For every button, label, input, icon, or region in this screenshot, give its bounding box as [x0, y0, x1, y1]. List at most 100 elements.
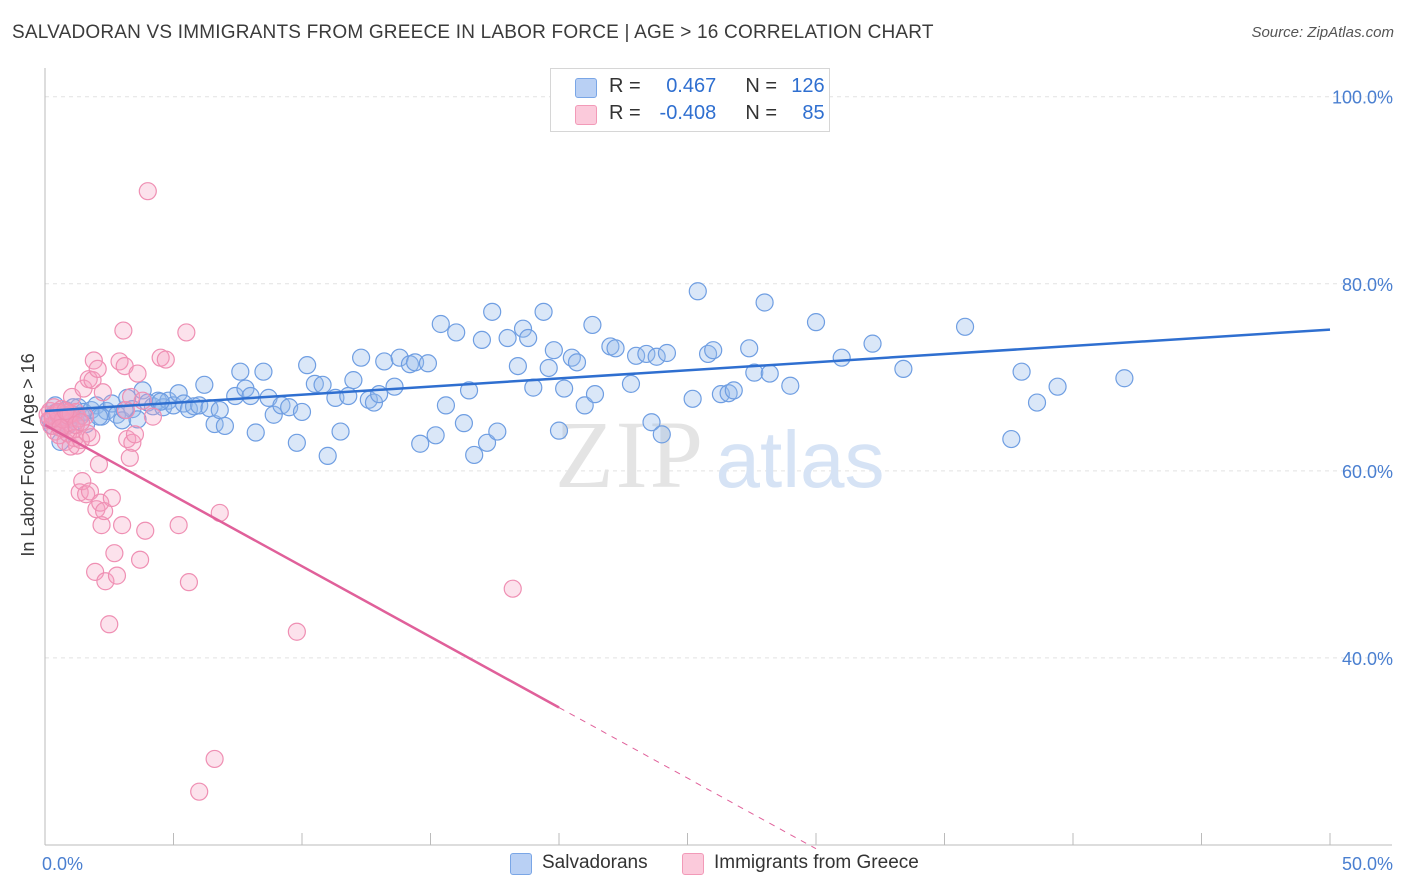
point-salvadoran	[519, 328, 538, 348]
point-greece	[138, 182, 157, 201]
point-salvadoran	[298, 356, 317, 375]
point-greece	[136, 521, 155, 540]
point-greece	[503, 579, 522, 598]
point-salvadoran	[683, 389, 702, 408]
point-salvadoran	[621, 374, 641, 393]
point-salvadoran	[498, 328, 517, 348]
point-salvadoran	[606, 339, 625, 358]
series-label-salvadorans: Salvadorans	[542, 852, 648, 873]
point-salvadoran	[459, 381, 479, 400]
point-salvadoran	[246, 423, 265, 442]
point-salvadoran	[555, 379, 574, 398]
point-salvadoran	[567, 353, 587, 372]
series-swatch-greece	[682, 853, 704, 875]
point-salvadoran	[704, 341, 723, 360]
point-salvadoran	[863, 334, 882, 353]
point-greece	[88, 359, 107, 378]
trend-line-greece-extension	[558, 707, 817, 850]
point-salvadoran	[549, 421, 569, 440]
point-salvadoran	[418, 354, 438, 373]
point-greece	[84, 351, 103, 370]
point-salvadoran	[195, 375, 214, 394]
point-salvadoran	[1048, 377, 1067, 396]
point-salvadoran	[724, 381, 743, 400]
point-greece	[205, 749, 224, 769]
point-salvadoran	[241, 386, 260, 406]
point-greece	[287, 622, 306, 641]
trend-line-greece	[44, 423, 560, 709]
x-tick-label: 50.0%	[1342, 854, 1393, 874]
point-greece	[107, 566, 127, 585]
point-salvadoran	[292, 402, 312, 422]
chart-title: SALVADORAN VS IMMIGRANTS FROM GREECE IN …	[12, 22, 934, 43]
point-greece	[71, 413, 91, 432]
point-salvadoran	[894, 359, 913, 378]
point-salvadoran	[287, 433, 306, 452]
y-axis-label: In Labor Force | Age > 16	[18, 353, 38, 556]
point-greece	[125, 425, 145, 444]
watermark: ZIP atlas	[555, 401, 884, 508]
point-greece	[128, 364, 147, 383]
point-greece	[133, 391, 152, 410]
point-salvadoran	[583, 315, 602, 335]
point-salvadoran	[352, 348, 371, 367]
point-salvadoran	[652, 425, 671, 444]
point-salvadoran	[637, 344, 656, 364]
point-salvadoran	[745, 363, 764, 382]
series-label-greece: Immigrants from Greece	[714, 852, 919, 873]
legend-r-label: R =	[609, 102, 641, 124]
point-salvadoran	[305, 374, 324, 393]
point-salvadoran	[385, 377, 404, 396]
trend-line-salvadorans	[44, 328, 1331, 413]
point-greece	[91, 493, 110, 512]
point-salvadoran	[254, 362, 273, 381]
point-salvadoran	[806, 313, 826, 332]
point-salvadoran	[431, 314, 450, 334]
tick-labels: 100.0% 80.0% 60.0% 40.0% 0.0% 50.0%	[42, 88, 1393, 874]
x-tick-label: 0.0%	[42, 854, 83, 874]
point-salvadoran	[411, 434, 430, 453]
point-salvadoran	[657, 343, 677, 363]
series-swatch-salvadorans	[510, 853, 532, 875]
point-salvadoran	[339, 386, 358, 406]
point-salvadoran	[575, 396, 594, 415]
legend-swatch-salvadorans	[575, 78, 597, 98]
point-salvadoran	[436, 396, 456, 415]
point-salvadoran	[426, 426, 445, 445]
point-salvadoran	[488, 422, 507, 441]
point-salvadoran	[1115, 369, 1134, 388]
point-greece	[112, 516, 132, 535]
legend-n-label: N =	[745, 75, 778, 97]
y-tick-label: 60.0%	[1342, 462, 1393, 482]
point-salvadoran	[544, 341, 563, 360]
y-tick-label: 80.0%	[1342, 275, 1393, 295]
point-salvadoran	[344, 371, 363, 390]
point-greece	[92, 516, 111, 535]
point-greece	[80, 482, 100, 501]
point-salvadoran	[179, 400, 199, 419]
point-salvadoran	[375, 352, 394, 371]
legend-n-value-salvadorans: 126	[791, 75, 825, 97]
point-salvadoran	[642, 413, 661, 432]
point-salvadoran	[313, 375, 332, 394]
point-salvadoran	[483, 302, 502, 321]
point-salvadoran	[454, 414, 474, 433]
point-salvadoran	[447, 323, 466, 342]
legend-r-value-greece: -0.408	[659, 102, 717, 124]
point-greece	[130, 550, 150, 569]
point-salvadoran	[215, 416, 234, 436]
point-salvadoran	[832, 348, 851, 367]
point-salvadoran	[472, 330, 491, 350]
legend-n-value-greece: 85	[802, 102, 825, 124]
point-greece	[83, 371, 102, 390]
y-tick-label: 40.0%	[1342, 649, 1393, 669]
trend-lines	[44, 328, 1331, 850]
legend-r-value-salvadorans: 0.467	[666, 75, 717, 97]
point-greece	[66, 415, 85, 435]
point-salvadoran	[740, 339, 759, 358]
point-greece	[143, 407, 163, 426]
point-salvadoran	[405, 353, 425, 372]
point-salvadoran	[318, 446, 337, 465]
point-salvadoran	[513, 319, 533, 338]
